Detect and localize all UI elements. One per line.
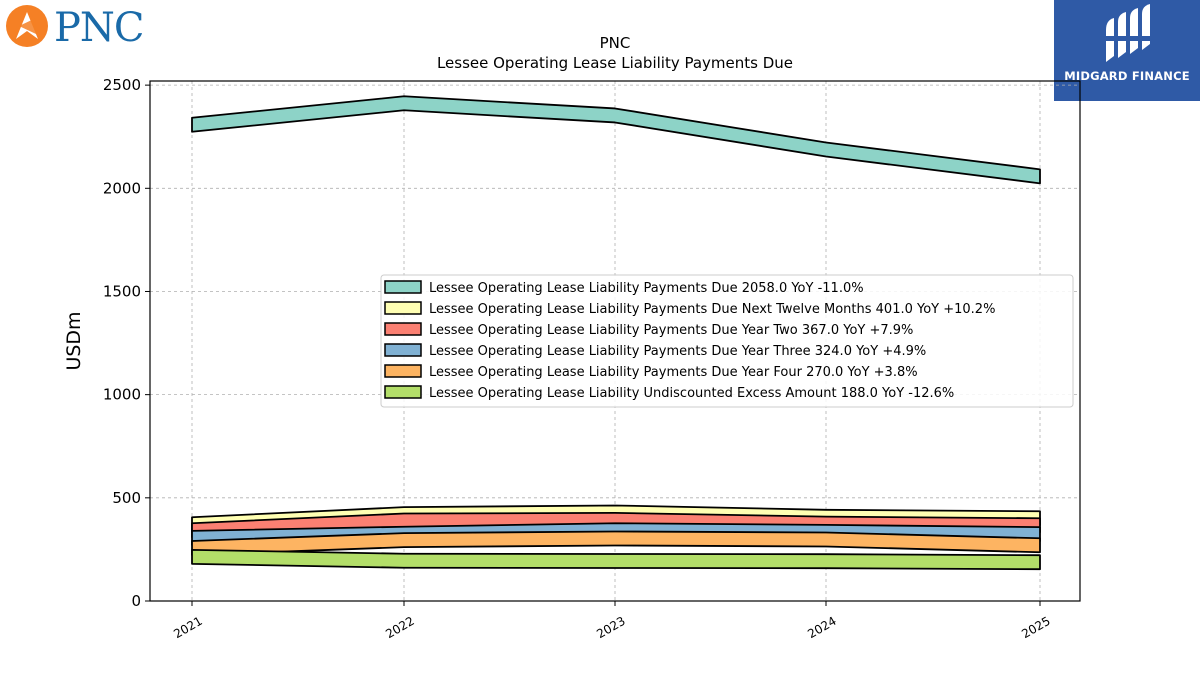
series-band-5 [191,530,1041,556]
legend-label-1: Lessee Operating Lease Liability Payment… [429,281,864,296]
x-tick-label: 2023 [594,614,627,641]
x-axis: 2021 2022 2023 2024 2025 [171,601,1053,641]
legend-swatch-4 [384,343,422,357]
y-tick-label: 0 [131,592,141,610]
y-tick-label: 2500 [103,76,141,94]
series-band-1 [191,95,1041,185]
legend-swatch-1 [384,280,422,294]
series-layer [191,95,1041,571]
chart-subtitle: Lessee Operating Lease Liability Payment… [437,54,793,72]
legend-swatch-6 [384,385,422,399]
pnc-logo: PNC [6,4,156,51]
legend-label-4: Lessee Operating Lease Liability Payment… [429,344,926,359]
y-tick-label: 1000 [103,386,141,404]
legend-swatch-5 [384,364,422,378]
series-band-6 [191,548,1041,571]
legend-label-2: Lessee Operating Lease Liability Payment… [429,302,995,317]
midgard-logo-text: MIDGARD FINANCE [1064,69,1190,83]
y-tick-label: 500 [112,489,141,507]
x-tick-label: 2025 [1019,614,1052,641]
y-axis: 0 500 1000 1500 2000 2500 [103,76,150,610]
y-axis-label: USDm [63,311,85,370]
pnc-logo-text: PNC [54,5,144,50]
x-tick-label: 2024 [805,614,838,641]
legend-label-3: Lessee Operating Lease Liability Payment… [429,323,913,338]
midgard-finance-logo: MIDGARD FINANCE [1054,0,1200,101]
x-tick-label: 2021 [171,614,204,641]
y-tick-label: 1500 [103,282,141,300]
legend-swatch-3 [384,322,422,336]
x-tick-label: 2022 [383,614,416,641]
legend: Lessee Operating Lease Liability Payment… [380,274,1074,408]
legend-label-5: Lessee Operating Lease Liability Payment… [429,365,918,380]
y-tick-label: 2000 [103,179,141,197]
legend-box [380,274,1074,408]
midgard-logo-mark [1104,4,1152,62]
legend-label-6: Lessee Operating Lease Liability Undisco… [429,386,954,401]
legend-swatch-2 [384,301,422,315]
chart-title: PNC [600,34,631,52]
